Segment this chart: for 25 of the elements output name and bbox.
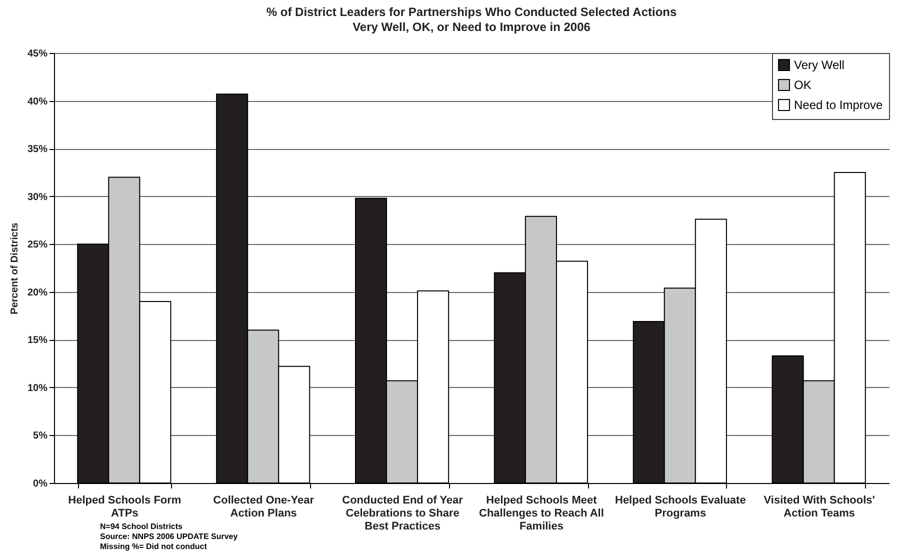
x-tick-label: Visited With Schools' Action Teams (764, 494, 876, 520)
y-tick-label: 40% (27, 96, 48, 108)
y-tick-label: 10% (27, 382, 48, 394)
text: Missing %= Did not conduct (100, 542, 208, 552)
chart-title: % of District Leaders for Partnerships Who Conducted Selected Actions (266, 5, 677, 19)
y-tick-label: 0% (33, 478, 48, 490)
y-tick-label: 15% (27, 335, 48, 346)
y-tick-label: 30% (27, 192, 48, 203)
y-tick-label: 35% (27, 144, 48, 156)
source-note: Source: NNPS 2006 UPDATE Survey (100, 532, 238, 542)
y-tick-label: 5% (33, 430, 48, 442)
text: N=94 School Districts (100, 522, 184, 532)
legend-label: OK (794, 78, 812, 92)
y-tick-label: 45% (27, 48, 48, 60)
x-tick-label: Helped Schools Evaluate Programs (614, 494, 746, 520)
x-tick-label: Helped Schools Meet Challenges to Reach All Families (479, 494, 604, 532)
chart-subtitle: Very Well, OK, or Need to Improve in 2006 (352, 20, 591, 34)
x-tick-label: Conducted End of Year Celebrations to Share Best Practices (342, 494, 464, 532)
legend-label: Very Well (794, 58, 844, 72)
y-tick-label: 20% (27, 287, 48, 298)
y-axis-title: Percent of Districts (9, 222, 20, 314)
y-tick-label: 25% (27, 240, 48, 251)
legend-label: Need to Improve (794, 98, 884, 112)
x-tick-label: Helped Schools Form ATPs (68, 494, 182, 520)
x-tick-label: Collected One-Year Action Plans (213, 494, 315, 520)
